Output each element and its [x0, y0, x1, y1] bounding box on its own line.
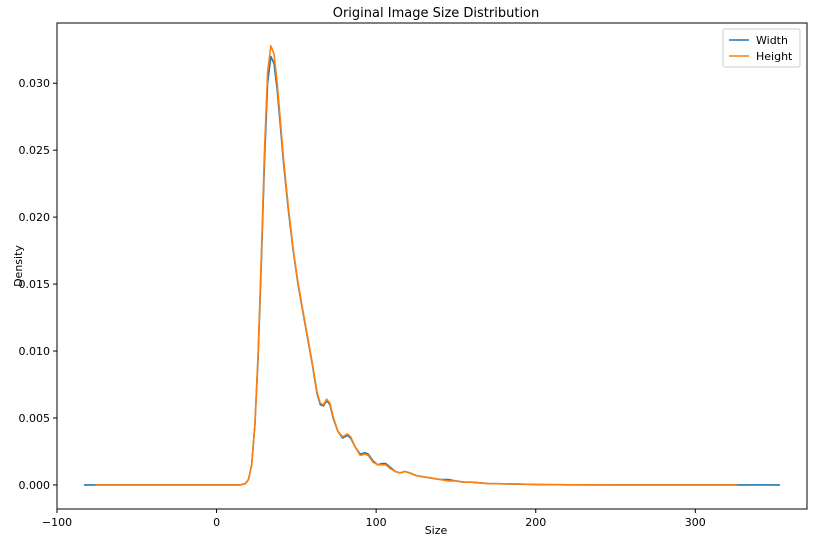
y-tick-label: 0.025 [19, 144, 51, 157]
y-tick-label: 0.015 [19, 278, 51, 291]
legend-label-height: Height [756, 50, 793, 63]
series-line-width [84, 55, 780, 486]
x-axis: −100 0 100 200 300 [42, 509, 706, 529]
y-tick-label: 0.005 [19, 412, 51, 425]
chart-title: Original Image Size Distribution [333, 6, 540, 21]
y-axis: 0.000 0.005 0.010 0.015 0.020 0.025 0.030 [19, 77, 57, 492]
legend-label-width: Width [756, 34, 788, 47]
series-layer [84, 45, 780, 486]
y-tick-label: 0.000 [19, 479, 51, 492]
plot-border [56, 22, 808, 510]
legend-box [722, 28, 801, 68]
x-tick-label: 200 [525, 516, 546, 529]
y-axis-label: Density [12, 245, 25, 287]
x-axis-label: Size [425, 524, 448, 537]
y-tick-label: 0.020 [19, 211, 51, 224]
x-tick-label: 100 [366, 516, 387, 529]
legend: Width Height [722, 28, 801, 68]
x-tick-label: −100 [42, 516, 72, 529]
y-tick-label: 0.030 [19, 77, 51, 90]
x-tick-label: 0 [213, 516, 220, 529]
x-tick-label: 300 [685, 516, 706, 529]
y-tick-label: 0.010 [19, 345, 51, 358]
series-line-height [95, 45, 737, 486]
plot-area [56, 22, 808, 510]
